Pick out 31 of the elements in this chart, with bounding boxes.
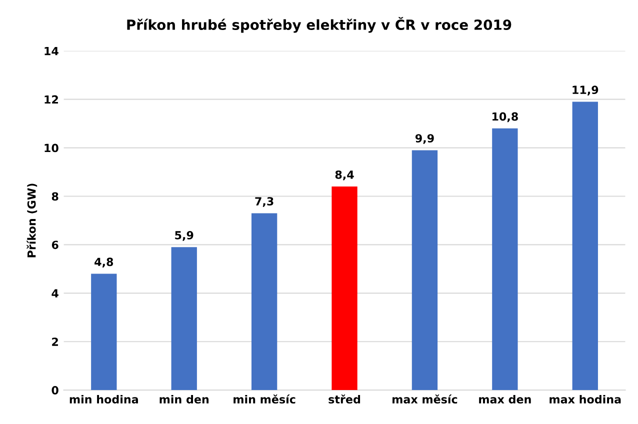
y-axis-title: Příkon (GW) [26, 184, 38, 258]
y-tick-label: 4 [52, 289, 58, 298]
x-tick-label: min den [160, 394, 209, 404]
bar [492, 128, 518, 390]
x-tick-label: min měsíc [234, 394, 296, 404]
data-label: 7,3 [255, 197, 274, 207]
data-label: 5,9 [175, 231, 194, 241]
data-label: 10,8 [492, 112, 518, 122]
data-label: 4,8 [94, 258, 114, 268]
y-tick-label: 0 [52, 386, 58, 394]
y-tick-label: 10 [44, 144, 58, 152]
chart-title: Příkon hrubé spotřeby elektřiny v ČR v roce 2019 [127, 16, 512, 33]
bar [171, 247, 197, 390]
bar [91, 274, 117, 390]
bar [332, 186, 358, 390]
y-tick-label: 12 [44, 95, 58, 104]
x-tick-label: min hodina [70, 394, 138, 404]
y-tick-label: 6 [52, 240, 58, 250]
bar [572, 102, 598, 390]
x-tick-label: max měsíc [392, 394, 458, 404]
x-tick-label: max den [479, 394, 531, 404]
bar [251, 213, 278, 390]
x-tick-label: max hodina [550, 394, 621, 404]
x-tick-label: střed [328, 394, 360, 404]
y-tick-label: 8 [52, 192, 58, 201]
y-tick-label: 14 [44, 47, 58, 56]
data-label: 8,4 [335, 170, 354, 180]
y-tick-label: 2 [52, 338, 58, 346]
bar [412, 150, 438, 390]
data-label: 11,9 [572, 86, 598, 96]
data-label: 9,9 [415, 134, 434, 144]
